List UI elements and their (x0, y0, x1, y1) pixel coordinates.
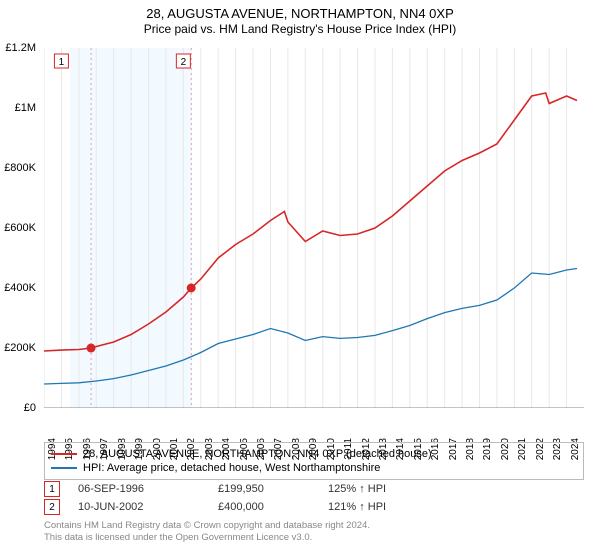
sale-price: £400,000 (218, 501, 328, 513)
sale-price: £199,950 (218, 483, 328, 495)
y-tick-label: £600K (4, 222, 36, 234)
x-axis: 1994199519961997199819992000200120022003… (44, 410, 584, 440)
y-tick-label: £800K (4, 162, 36, 174)
sale-hpi: 121% ↑ HPI (328, 501, 438, 513)
y-tick-label: £200K (4, 342, 36, 354)
legend-swatch (51, 453, 77, 455)
chart-container: 28, AUGUSTA AVENUE, NORTHAMPTON, NN4 0XP… (0, 0, 600, 560)
legend: 28, AUGUSTA AVENUE, NORTHAMPTON, NN4 0XP… (44, 442, 584, 480)
footer: Contains HM Land Registry data © Crown c… (44, 520, 370, 544)
legend-label: HPI: Average price, detached house, West… (83, 461, 380, 475)
footer-line1: Contains HM Land Registry data © Crown c… (44, 520, 370, 532)
sale-row: 2 10-JUN-2002£400,000121% ↑ HPI (44, 498, 584, 516)
sale-date: 10-JUN-2002 (78, 501, 218, 513)
legend-item: 28, AUGUSTA AVENUE, NORTHAMPTON, NN4 0XP… (51, 447, 577, 461)
svg-text:1: 1 (59, 57, 65, 68)
sale-row: 1 06-SEP-1996£199,950125% ↑ HPI (44, 480, 584, 498)
footer-line2: This data is licensed under the Open Gov… (44, 532, 370, 544)
legend-item: HPI: Average price, detached house, West… (51, 461, 577, 475)
y-tick-label: £0 (24, 402, 36, 414)
legend-swatch (51, 467, 77, 469)
y-axis: £0£200K£400K£600K£800K£1M£1.2M (0, 48, 40, 408)
plot-area: 12 (44, 48, 584, 408)
legend-label: 28, AUGUSTA AVENUE, NORTHAMPTON, NN4 0XP… (83, 447, 432, 461)
plot-svg: 12 (44, 48, 584, 408)
sale-badge: 1 (44, 481, 60, 497)
y-tick-label: £1M (15, 102, 36, 114)
chart-title: 28, AUGUSTA AVENUE, NORTHAMPTON, NN4 0XP (0, 6, 600, 21)
sale-hpi: 125% ↑ HPI (328, 483, 438, 495)
sale-badge: 2 (44, 499, 60, 515)
chart-subtitle: Price paid vs. HM Land Registry's House … (0, 22, 600, 36)
y-tick-label: £400K (4, 282, 36, 294)
y-tick-label: £1.2M (5, 42, 36, 54)
title-block: 28, AUGUSTA AVENUE, NORTHAMPTON, NN4 0XP… (0, 0, 600, 36)
svg-text:2: 2 (181, 57, 187, 68)
sale-date: 06-SEP-1996 (78, 483, 218, 495)
sale-rows: 1 06-SEP-1996£199,950125% ↑ HPI 2 10-JUN-20… (44, 480, 584, 516)
